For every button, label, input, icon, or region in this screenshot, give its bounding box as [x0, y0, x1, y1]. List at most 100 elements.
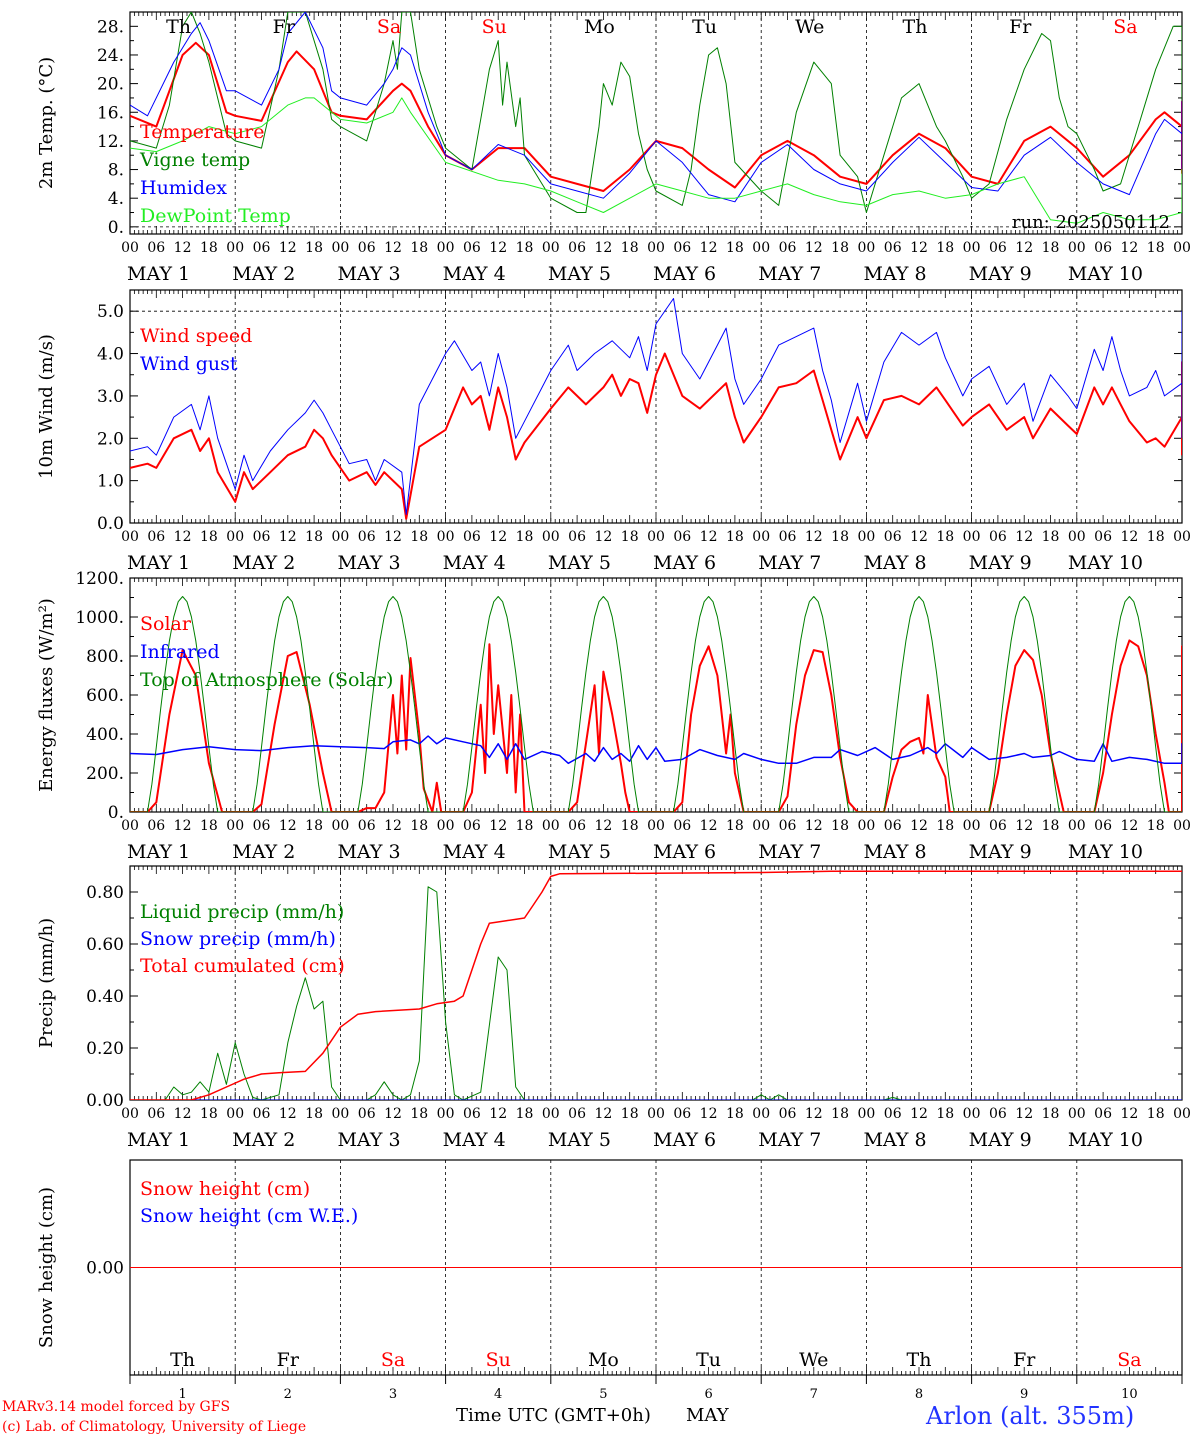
hour-tick-label: 12 — [1015, 818, 1033, 834]
panel-4: 0.00 0.20 0.40 0.60 0.80 Precip (mm/h) Liquid … — [36, 865, 1191, 1151]
series-line-top-of-atmosphere-solar- — [130, 596, 1182, 812]
day-name-label: We — [795, 16, 824, 38]
legend-label: Wind gust — [140, 353, 238, 375]
x-axis-month-label: MAY — [686, 1405, 729, 1426]
hour-tick-label: 00 — [121, 240, 139, 256]
hour-tick-label: 18 — [516, 529, 534, 545]
legend-label: Wind speed — [140, 325, 252, 347]
hour-tick-label: 06 — [673, 529, 691, 545]
hour-tick-label: 06 — [463, 1106, 481, 1122]
date-label: MAY 2 — [232, 552, 295, 574]
day-number-label: 2 — [284, 1387, 292, 1402]
hour-tick-label: 06 — [673, 1106, 691, 1122]
hour-tick-label: 06 — [147, 818, 165, 834]
hour-tick-label: 18 — [1147, 240, 1165, 256]
hour-tick-label: 00 — [226, 818, 244, 834]
hour-tick-label: 06 — [1094, 240, 1112, 256]
hour-tick-label: 06 — [358, 1106, 376, 1122]
y-axis-title: Snow height (cm) — [36, 1187, 57, 1348]
day-name-label: Th — [166, 16, 191, 38]
hour-tick-label: 00 — [542, 1106, 560, 1122]
date-label: MAY 1 — [127, 263, 190, 285]
hour-tick-label: 00 — [1173, 240, 1191, 256]
hour-tick-label: 18 — [516, 1106, 534, 1122]
date-label: MAY 1 — [127, 841, 190, 863]
hour-tick-label: 12 — [1015, 529, 1033, 545]
hour-tick-label: 00 — [752, 240, 770, 256]
hour-tick-label: 00 — [647, 818, 665, 834]
hour-tick-label: 06 — [1094, 529, 1112, 545]
hour-tick-label: 00 — [1173, 1106, 1191, 1122]
hour-tick-label: 06 — [253, 240, 271, 256]
series-line-wind-speed — [130, 352, 1182, 520]
hour-tick-label: 06 — [463, 818, 481, 834]
hour-tick-label: 18 — [726, 818, 744, 834]
hour-tick-label: 12 — [489, 1106, 507, 1122]
hour-tick-label: 12 — [384, 240, 402, 256]
hour-tick-label: 18 — [410, 818, 428, 834]
hour-tick-label: 18 — [621, 818, 639, 834]
date-label: MAY 4 — [443, 1129, 506, 1151]
day-name-label: Th — [907, 1349, 932, 1371]
day-name-label: Mo — [584, 16, 615, 38]
hour-tick-label: 06 — [568, 818, 586, 834]
hour-tick-label: 18 — [1042, 1106, 1060, 1122]
hour-tick-label: 00 — [437, 1106, 455, 1122]
hour-tick-label: 06 — [147, 240, 165, 256]
hour-tick-label: 06 — [463, 240, 481, 256]
hour-tick-label: 06 — [989, 240, 1007, 256]
panel-3: 0. 200. 400. 600. 800. 1000. 1200. Energy fluxe… — [36, 569, 1191, 863]
day-number-label: 3 — [389, 1387, 397, 1402]
hour-tick-label: 00 — [963, 1106, 981, 1122]
day-name-label: Mo — [588, 1349, 619, 1371]
legend-label: Snow height (cm W.E.) — [140, 1205, 358, 1227]
y-axis-title: 10m Wind (m/s) — [36, 334, 57, 479]
hour-tick-label: 12 — [1120, 1106, 1138, 1122]
date-label: MAY 7 — [758, 1129, 821, 1151]
y-tick-label: 200. — [86, 764, 124, 784]
date-label: MAY 5 — [548, 1129, 611, 1151]
hour-tick-label: 00 — [121, 1106, 139, 1122]
hour-tick-label: 18 — [410, 240, 428, 256]
hour-tick-label: 06 — [147, 529, 165, 545]
y-tick-label: 0. — [108, 803, 124, 823]
hour-tick-label: 12 — [805, 1106, 823, 1122]
hour-tick-label: 06 — [463, 529, 481, 545]
day-number-label: 10 — [1121, 1387, 1138, 1402]
legend-label: Snow height (cm) — [140, 1178, 310, 1200]
hour-tick-label: 12 — [279, 240, 297, 256]
hour-tick-label: 00 — [1068, 529, 1086, 545]
hour-tick-label: 18 — [305, 240, 323, 256]
hour-tick-label: 18 — [200, 240, 218, 256]
day-number-label: 7 — [810, 1387, 818, 1402]
y-tick-label: 400. — [86, 725, 124, 745]
hour-tick-label: 06 — [253, 1106, 271, 1122]
panel-2: 0.0 1.0 2.0 3.0 4.0 5.0 10m Wind (m/s) Wind spe… — [36, 289, 1191, 574]
hour-tick-label: 00 — [963, 529, 981, 545]
hour-tick-label: 18 — [410, 1106, 428, 1122]
hour-tick-label: 00 — [437, 818, 455, 834]
hour-tick-label: 18 — [410, 529, 428, 545]
hour-tick-label: 12 — [1015, 1106, 1033, 1122]
y-tick-label: 4.0 — [97, 345, 124, 365]
series-line-temperature — [130, 41, 1182, 192]
y-tick-label: 0.60 — [86, 935, 124, 955]
hour-tick-label: 12 — [910, 818, 928, 834]
legend-label: Solar — [140, 613, 192, 635]
day-name-label: Tu — [692, 16, 717, 38]
y-tick-label: 20. — [97, 75, 124, 95]
hour-tick-label: 00 — [226, 529, 244, 545]
y-tick-label: 800. — [86, 647, 124, 667]
series-line-dewpoint-temp — [130, 97, 1182, 224]
date-label: MAY 7 — [758, 552, 821, 574]
hour-tick-label: 06 — [989, 818, 1007, 834]
credit-line-2: (c) Lab. of Climatology, University of L… — [2, 1419, 307, 1435]
hour-tick-label: 12 — [910, 240, 928, 256]
date-label: MAY 3 — [337, 841, 400, 863]
hour-tick-label: 12 — [1015, 240, 1033, 256]
hour-tick-label: 12 — [279, 818, 297, 834]
hour-tick-label: 00 — [542, 240, 560, 256]
date-label: MAY 7 — [758, 263, 821, 285]
hour-tick-label: 00 — [331, 1106, 349, 1122]
y-tick-label: 600. — [86, 686, 124, 706]
